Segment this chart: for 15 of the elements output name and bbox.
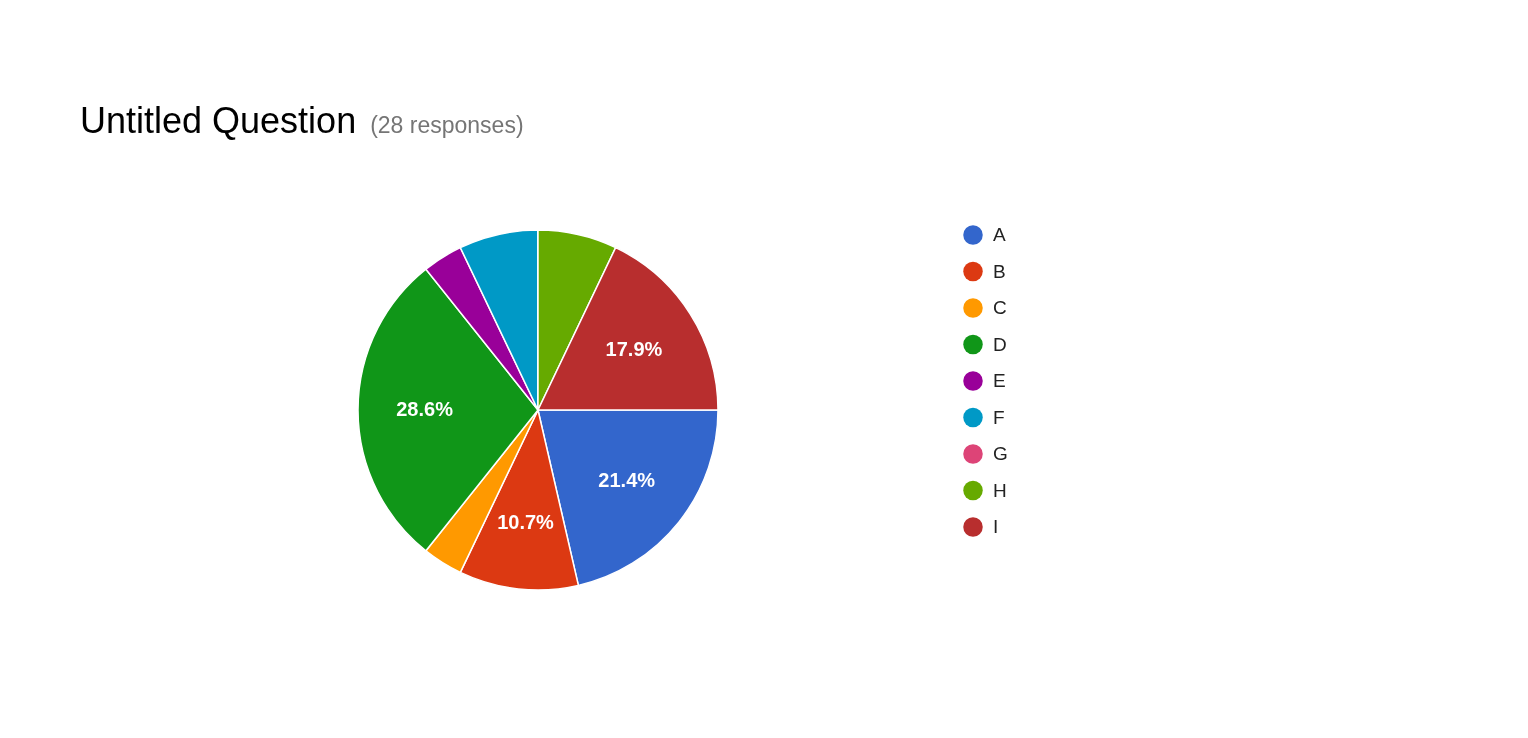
legend-label: D — [993, 333, 1007, 355]
legend-label: E — [993, 370, 1006, 391]
data-label: 17.9% — [605, 337, 663, 360]
chart-title: Untitled Question — [80, 100, 357, 141]
legend-label: C — [993, 297, 1007, 318]
data-label: 10.7% — [497, 510, 555, 533]
data-label: 21.4% — [598, 468, 656, 491]
legend-label: H — [993, 479, 1007, 501]
legend-label: I — [993, 516, 999, 537]
legend-label: F — [993, 406, 1005, 428]
chart-subtitle: (28 responses) — [370, 112, 524, 138]
legend-label: A — [993, 224, 1006, 245]
legend-label: B — [993, 260, 1006, 282]
data-label: 28.6% — [396, 398, 454, 420]
legend-label: G — [993, 443, 1008, 464]
